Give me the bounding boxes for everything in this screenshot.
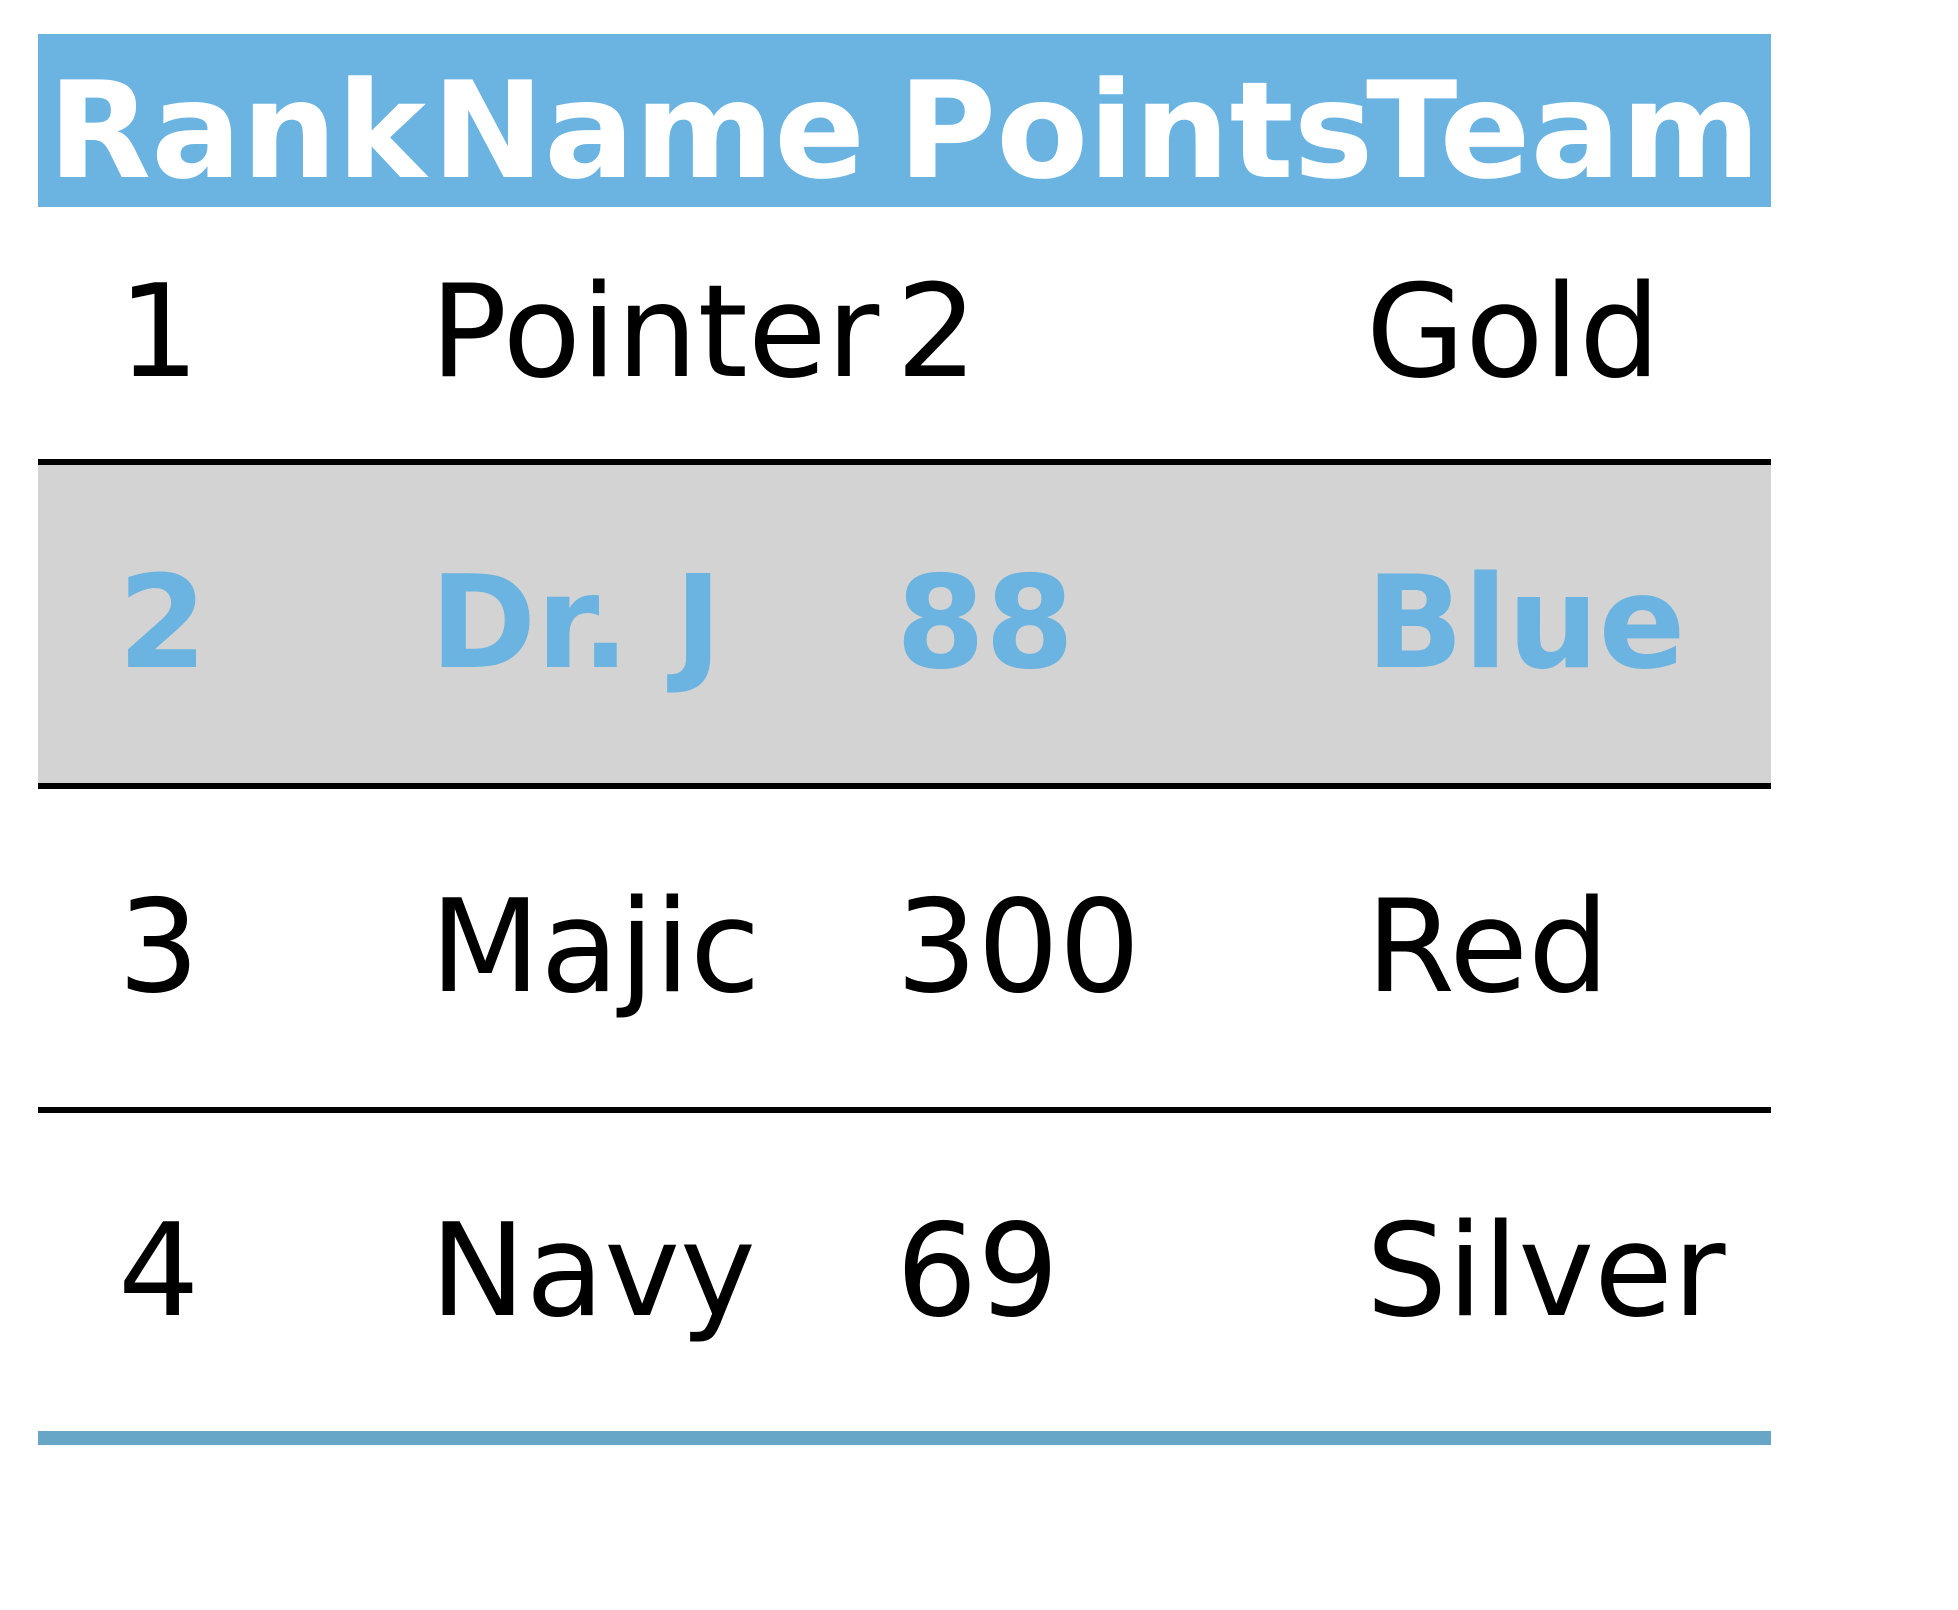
cell-rank: 1 xyxy=(118,258,200,407)
cell-team: Blue xyxy=(1366,549,1686,698)
header-team: Team xyxy=(1366,53,1761,209)
cell-rank: 3 xyxy=(118,873,200,1022)
cell-points: 88 xyxy=(896,549,1075,698)
header-rank: Rank xyxy=(48,53,427,209)
cell-points: 69 xyxy=(896,1197,1059,1346)
cell-team: Gold xyxy=(1366,258,1661,407)
cell-name: Dr. J xyxy=(430,549,722,698)
table-header: Rank Name Points Team xyxy=(38,34,1771,207)
cell-team: Red xyxy=(1366,873,1610,1022)
cell-rank: 4 xyxy=(118,1197,200,1346)
table-row: 3 Majic 300 Red xyxy=(38,789,1771,1107)
cell-points: 2 xyxy=(896,258,978,407)
table-row-highlighted: 2 Dr. J 88 Blue xyxy=(38,465,1771,783)
table-row: 4 Navy 69 Silver xyxy=(38,1113,1771,1431)
row-divider xyxy=(38,783,1771,789)
header-points: Points xyxy=(898,53,1374,209)
table-row: 1 Pointer 2 Gold xyxy=(38,207,1771,459)
row-divider xyxy=(38,459,1771,465)
header-name: Name xyxy=(432,53,866,209)
cell-name: Pointer xyxy=(430,258,880,407)
row-divider xyxy=(38,1107,1771,1113)
cell-team: Silver xyxy=(1366,1197,1726,1346)
cell-name: Navy xyxy=(430,1197,756,1346)
leaderboard-table: Rank Name Points Team 1 Pointer 2 Gold 2… xyxy=(38,34,1771,1445)
table-bottom-rule xyxy=(38,1431,1771,1445)
cell-name: Majic xyxy=(430,873,761,1022)
cell-rank: 2 xyxy=(118,549,208,698)
cell-points: 300 xyxy=(896,873,1141,1022)
